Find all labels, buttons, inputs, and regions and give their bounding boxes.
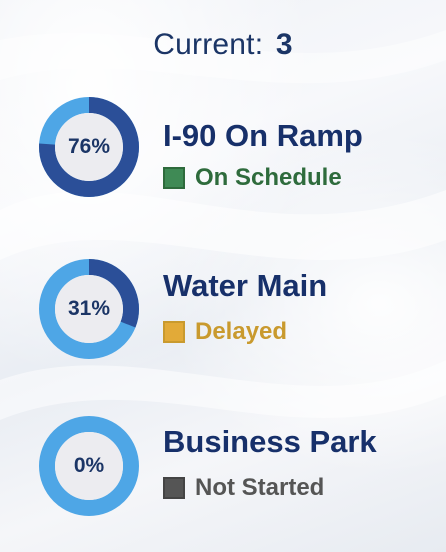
status-swatch bbox=[163, 477, 185, 499]
progress-ring-fill bbox=[39, 97, 139, 197]
status-indicator: Delayed bbox=[163, 318, 287, 346]
progress-percent: 31% bbox=[67, 297, 111, 320]
project-name: Business Park bbox=[163, 424, 377, 459]
status-label: Not Started bbox=[195, 474, 325, 501]
progress-ring bbox=[39, 416, 139, 516]
progress-ring-center bbox=[55, 275, 123, 343]
progress-donut: 31% bbox=[36, 256, 142, 362]
progress-percent: 0% bbox=[73, 454, 105, 477]
current-count-header: Current: 3 bbox=[0, 28, 446, 62]
progress-ring bbox=[39, 259, 139, 359]
project-name: Water Main bbox=[163, 268, 328, 303]
progress-donut: 0% bbox=[36, 413, 142, 519]
project-item-i90-on-ramp: 76% I-90 On Ramp On Schedule bbox=[0, 90, 446, 210]
progress-ring-center bbox=[55, 113, 123, 181]
progress-percent: 76% bbox=[67, 135, 111, 158]
status-swatch bbox=[163, 321, 185, 343]
status-label: On Schedule bbox=[195, 164, 342, 191]
status-swatch bbox=[163, 167, 185, 189]
project-item-water-main: 31% Water Main Delayed bbox=[0, 244, 446, 364]
status-indicator: Not Started bbox=[163, 474, 324, 502]
project-item-business-park: 0% Business Park Not Started bbox=[0, 398, 446, 518]
progress-donut: 76% bbox=[36, 94, 142, 200]
project-name: I-90 On Ramp bbox=[163, 118, 363, 153]
current-count: 3 bbox=[275, 28, 293, 61]
progress-ring bbox=[39, 97, 139, 197]
progress-ring-fill bbox=[39, 259, 139, 359]
current-label: Current: bbox=[153, 28, 264, 61]
status-label: Delayed bbox=[195, 318, 288, 345]
status-indicator: On Schedule bbox=[163, 164, 342, 192]
progress-ring-center bbox=[55, 432, 123, 500]
progress-ring-track bbox=[39, 416, 139, 516]
